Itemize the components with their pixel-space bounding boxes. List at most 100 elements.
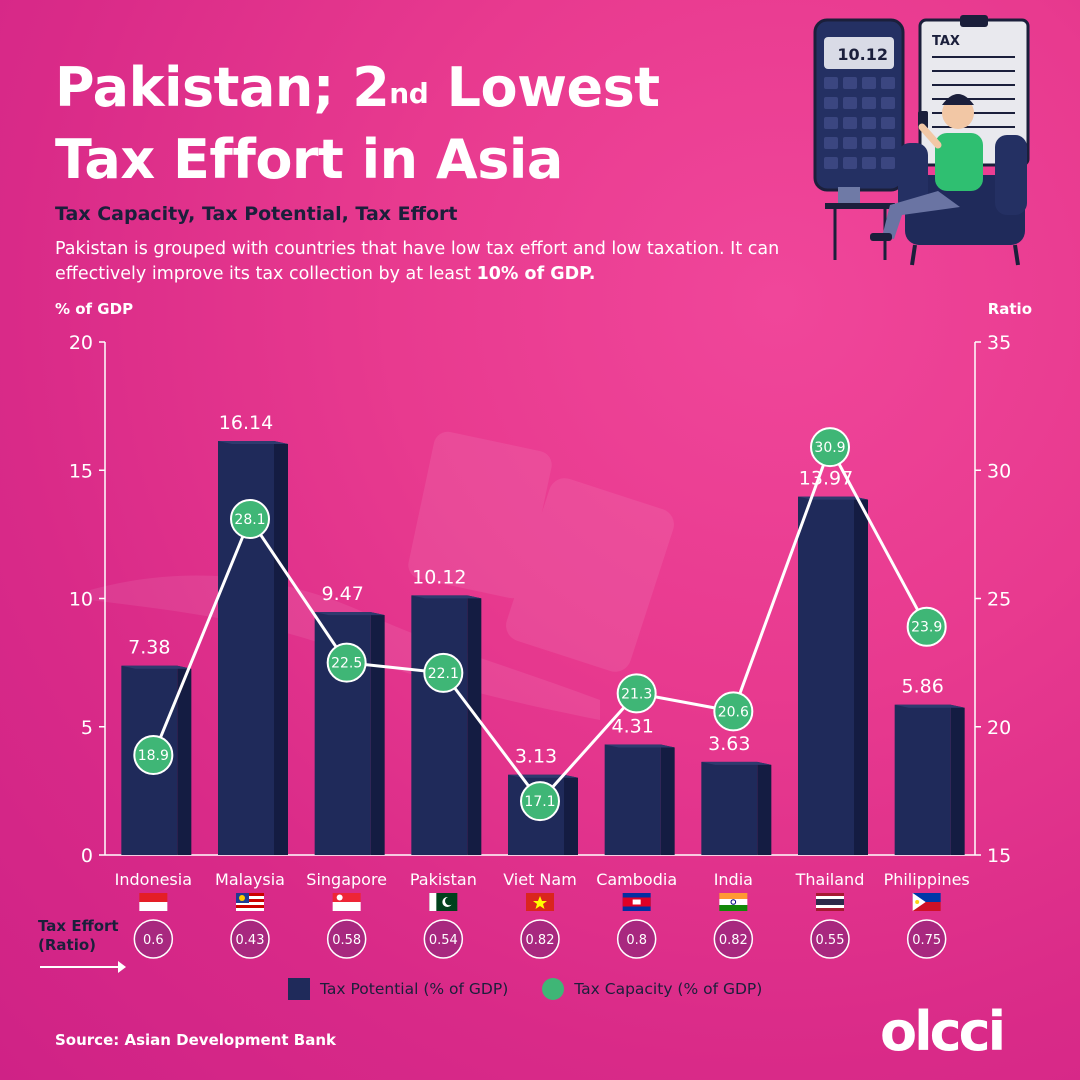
tax-effort-arrow-icon	[40, 966, 120, 968]
capacity-dot	[326, 642, 367, 683]
category-label: Thailand	[795, 870, 865, 889]
y-right-tick-label: 15	[987, 845, 1011, 867]
title-line2: Tax Effort in Asia	[55, 128, 563, 191]
bar-top	[798, 496, 868, 500]
tax-effort-circle	[326, 919, 367, 959]
flag-star	[533, 896, 547, 909]
flag-wheel	[730, 899, 737, 905]
capacity-dot	[520, 781, 560, 822]
tax-effort-label: Tax Effort (Ratio)	[38, 917, 128, 955]
flag-stripe	[236, 899, 264, 902]
y-right-tick-label: 20	[987, 717, 1011, 739]
tax-effort-row: Indonesia 0.6 Malaysia 0.43 Singapore 0.58 Pak…	[115, 870, 970, 959]
capacity-dot	[230, 498, 270, 539]
capacity-value-label: 22.5	[331, 656, 362, 672]
bar-top	[894, 704, 965, 708]
capacity-dot	[906, 606, 947, 647]
flag-stripe	[816, 905, 844, 908]
bar-value-label: 3.63	[708, 733, 750, 755]
bar-pakistan	[411, 595, 482, 855]
flag-stripe	[816, 899, 844, 902]
flag-moon-cut	[445, 896, 454, 906]
malaysia-flag-icon	[236, 893, 264, 911]
flag-stripe	[332, 902, 361, 911]
y-right-tick-label: 30	[987, 460, 1011, 482]
tax-effort-arrowhead-icon	[118, 961, 126, 973]
tax-effort-label-line2: (Ratio)	[38, 936, 97, 954]
tax-effort-label-line1: Tax Effort	[38, 917, 119, 935]
bar-philippines	[894, 704, 965, 855]
vietnam-flag-icon	[526, 893, 554, 911]
flag-temple	[632, 899, 641, 905]
bar-side	[950, 704, 965, 855]
flag-stripe	[236, 902, 264, 905]
indonesia-flag-icon	[139, 893, 168, 911]
flag-moon	[336, 894, 343, 901]
bar-value-label: 13.97	[799, 468, 853, 490]
flag-moon	[239, 895, 245, 901]
flag-stripe	[332, 893, 361, 902]
bar-cambodia	[604, 744, 675, 855]
capacity-value-label: 22.1	[428, 666, 459, 682]
bar-front	[411, 595, 468, 855]
philippines-flag-icon	[912, 893, 941, 911]
india-flag-icon	[719, 893, 748, 911]
bar-front	[894, 704, 951, 855]
brand-logo: olcci	[880, 1000, 1006, 1063]
flag-sun	[915, 900, 920, 904]
bars	[121, 441, 965, 855]
y-right-axis-label: Ratio	[987, 300, 1032, 318]
bar-top	[121, 665, 192, 669]
capacity-dot	[810, 427, 850, 468]
category-label: Singapore	[306, 870, 387, 889]
flag-stripe	[139, 893, 168, 902]
labels: 7.38 16.14 9.47 10.12 3.13 4.31 3.63 13.97 5.86 1…	[128, 412, 947, 822]
y-right-tick-label: 35	[987, 332, 1011, 354]
tax-effort-value: 0.82	[526, 933, 555, 948]
tax-effort-circle	[713, 919, 754, 959]
bar-value-label: 10.12	[412, 566, 466, 588]
y-right-tick-label: 25	[987, 589, 1011, 611]
bar-side	[177, 665, 192, 855]
y-left-tick-label: 20	[69, 332, 93, 354]
flag-stripe	[912, 893, 941, 902]
pakistan-flag-icon	[429, 893, 458, 911]
description: Pakistan is grouped with countries that …	[55, 237, 815, 287]
tax-effort-value: 0.8	[626, 933, 647, 948]
tax-effort-value: 0.6	[143, 933, 164, 948]
legend-bar-label: Tax Potential (% of GDP)	[320, 980, 509, 998]
category-label: Philippines	[884, 870, 970, 889]
category-label: Malaysia	[215, 870, 285, 889]
tax-effort-value: 0.58	[332, 933, 361, 948]
bar-top	[218, 441, 288, 445]
flag-stripe	[816, 908, 844, 911]
tax-effort-circle	[520, 919, 560, 959]
capacity-value-label: 17.1	[524, 794, 555, 810]
description-text: Pakistan is grouped with countries that …	[55, 239, 780, 284]
flag-stripe	[236, 893, 264, 896]
bar-side	[660, 744, 675, 855]
y-left-tick-label: 10	[69, 589, 93, 611]
form-label: TAX	[932, 34, 960, 49]
flag-stripe	[236, 905, 264, 908]
flag-stripe	[816, 902, 844, 905]
flag-stripe	[719, 893, 748, 899]
bar-top	[604, 744, 675, 748]
bar-india	[701, 761, 772, 855]
flag-stripe	[816, 893, 844, 896]
category-label: Indonesia	[115, 870, 192, 889]
tax-effort-circle	[906, 919, 947, 959]
singapore-flag-icon	[332, 893, 361, 911]
bar-value-label: 9.47	[322, 583, 364, 605]
y-left-tick-label: 5	[81, 717, 93, 739]
flag-stripe	[429, 893, 437, 911]
bar-top	[314, 612, 385, 616]
tax-effort-circle	[423, 919, 464, 959]
tax-illustration-icon: TAX 10.12	[813, 15, 1030, 266]
capacity-dot	[133, 734, 174, 775]
capacity-value-label: 23.9	[911, 620, 942, 636]
flag-stripe	[719, 905, 748, 911]
flag-stripe	[719, 899, 748, 905]
bar-side	[757, 761, 772, 855]
bar-side	[274, 441, 288, 855]
